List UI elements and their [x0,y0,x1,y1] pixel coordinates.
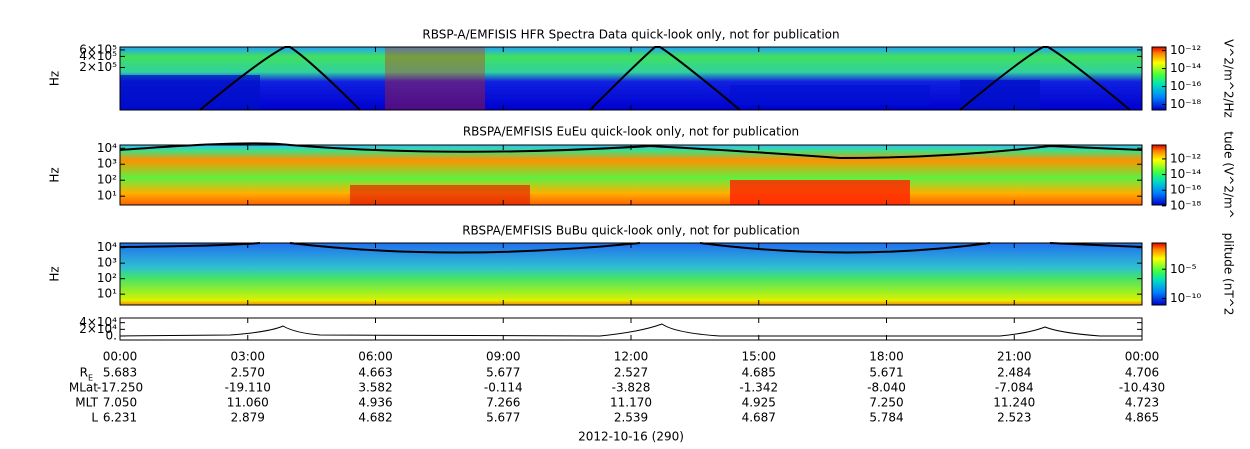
y-axis-label: Hz [48,71,62,86]
y-tick-label: 10¹ [97,287,117,301]
ephemeris-value: 4.682 [358,411,392,425]
y-tick-label: 2×10⁴ [79,322,117,336]
x-tick-label: 15:00 [741,350,776,364]
colorbar-tick-label: 10⁻¹² [1170,43,1201,57]
colorbar-tick-label: 10⁻¹⁴ [1170,167,1201,181]
y-tick-label: 6×10⁵ [79,42,117,56]
ephemeris-value: 2.523 [997,411,1031,425]
ephemeris-value: 3.582 [358,381,392,395]
spectrogram-patch [960,80,1040,110]
y-axis-label: Hz [48,167,62,182]
spectrogram-patch [730,180,910,205]
ephemeris-value: 4.687 [742,411,776,425]
ephemeris-value: 5.784 [869,411,903,425]
ephemeris-value: 5.677 [486,411,520,425]
row-label-subscript: E [88,374,93,383]
row-label: MLat [69,381,98,395]
x-tick-label: 12:00 [614,350,649,364]
y-tick-label: 10² [97,173,117,187]
colorbar-tick-label: 10⁻¹⁰ [1170,291,1201,305]
ephemeris-value: -8.040 [867,381,906,395]
ephemeris-value: 4.925 [742,396,776,410]
colorbar-tick-label: 10⁻⁵ [1170,262,1197,276]
ephemeris-value: -3.828 [612,381,651,395]
colorbar-tick-label: 10⁻¹⁴ [1170,61,1201,75]
boundary-curve [119,142,1143,160]
ephemeris-value: 11.170 [610,396,652,410]
y-tick-label: 10⁴ [97,141,117,155]
ephemeris-value: 4.685 [742,366,776,380]
ephemeris-value: 2.527 [614,366,648,380]
y-tick-label: 0. [106,329,117,343]
x-tick-label: 09:00 [486,350,521,364]
ephemeris-value: 6.231 [103,411,137,425]
boundary-curve [119,242,1143,254]
ephemeris-value: 2.484 [997,366,1031,380]
ephemeris-value: 11.060 [227,396,269,410]
y-tick-label: 10³ [97,256,117,270]
row-label: R [80,366,88,380]
colorbar-label: V^2/m^2/Hz [1222,39,1236,118]
spectrogram-patch [730,85,930,105]
panel-title: RBSPA/EMFISIS EuEu quick-look only, not … [463,125,799,139]
ephemeris-value: 5.677 [486,366,520,380]
colorbar [1151,242,1167,306]
y-tick-label: 10³ [97,157,117,171]
ephemeris-value: 7.250 [869,396,903,410]
x-tick-label: 18:00 [869,350,904,364]
colorbar-tick-label: 10⁻¹⁶ [1170,79,1201,93]
ephemeris-value: 4.865 [1125,411,1159,425]
x-tick-label: 00:00 [103,350,138,364]
colorbar-tick-label: 10⁻¹⁸ [1170,97,1201,111]
y-tick-label: 10² [97,271,117,285]
x-tick-label: 03:00 [230,350,265,364]
spectrogram-patch [385,47,485,110]
y-tick-label: 4×10⁵ [79,49,117,63]
colorbar-tick-label: 10⁻¹² [1170,151,1201,165]
y-tick-label: 10¹ [97,189,117,203]
ephemeris-value: 4.723 [1125,396,1159,410]
ephemeris-value: -10.430 [1119,381,1165,395]
y-tick-label: 4×10⁴ [79,315,117,329]
x-tick-label: 06:00 [358,350,393,364]
ephemeris-value: 4.936 [358,396,392,410]
x-tick-label: 00:00 [1125,350,1160,364]
panel-title: RBSPA/EMFISIS BuBu quick-look only, not … [462,224,800,238]
colorbar-label: tude (V^2/m^ [1222,131,1236,219]
colorbar-label: plitude (nT^2 [1222,233,1236,316]
colorbar-tick-label: 10⁻¹⁸ [1170,198,1201,212]
trace-line [119,323,1142,337]
ephemeris-value: 5.683 [103,366,137,380]
ephemeris-value: 2.879 [231,411,265,425]
spectrogram-patch [120,75,260,110]
date-label: 2012-10-16 (290) [578,430,684,444]
ephemeris-value: -17.250 [97,381,143,395]
row-label: MLT [75,396,98,410]
y-axis-label: Hz [48,266,62,281]
ephemeris-value: 2.539 [614,411,648,425]
ephemeris-value: 7.266 [486,396,520,410]
ephemeris-value: 5.671 [869,366,903,380]
ephemeris-value: -7.084 [995,381,1034,395]
ephemeris-value: -1.342 [739,381,778,395]
ephemeris-value: 2.570 [231,366,265,380]
spectrogram [120,145,1142,205]
spectrogram [120,243,1142,305]
ephemeris-value: 11.240 [993,396,1035,410]
x-tick-label: 21:00 [997,350,1032,364]
y-tick-label: 10⁴ [97,240,117,254]
panel-title: RBSP-A/EMFISIS HFR Spectra Data quick-lo… [422,28,839,42]
colorbar-tick-label: 10⁻¹⁶ [1170,183,1201,197]
ephemeris-value: 7.050 [103,396,137,410]
row-label: L [91,411,98,425]
spectrogram-patch [350,185,530,205]
ephemeris-value: -0.114 [484,381,523,395]
y-tick-label: 2×10⁵ [79,60,117,74]
ephemeris-value: 4.706 [1125,366,1159,380]
ephemeris-value: -19.110 [225,381,271,395]
colorbar [1151,46,1167,111]
ephemeris-value: 4.663 [358,366,392,380]
